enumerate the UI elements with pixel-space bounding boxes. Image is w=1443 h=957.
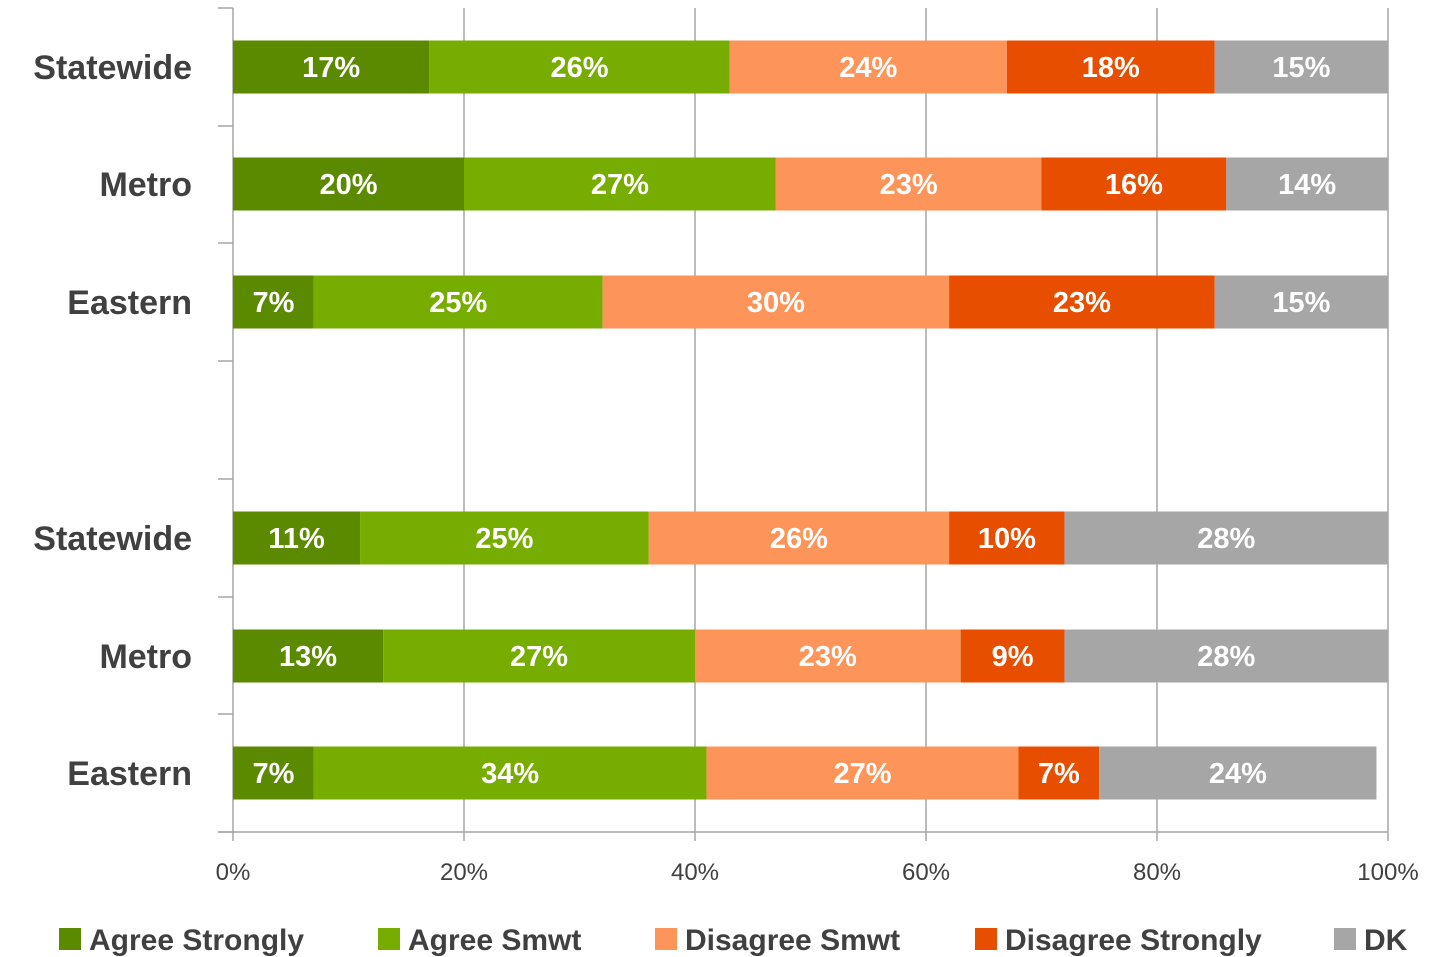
gridlines — [463, 8, 1389, 841]
data-label: 24% — [839, 52, 897, 84]
data-label: 15% — [1272, 52, 1330, 84]
bar-segment — [960, 629, 1065, 683]
data-label: 13% — [279, 641, 337, 673]
bar-segment — [1099, 746, 1377, 800]
category-label: Statewide — [33, 49, 192, 87]
bar-segment — [949, 511, 1065, 565]
data-label: 27% — [510, 641, 568, 673]
data-label: 25% — [429, 287, 487, 319]
bar-segment — [602, 275, 950, 329]
bar-segment — [464, 157, 776, 211]
legend-label: Agree Strongly — [89, 924, 304, 957]
data-label: 20% — [319, 169, 377, 201]
data-label: 27% — [833, 758, 891, 790]
x-tick-label: 60% — [902, 859, 950, 886]
x-tick-labels: 0% 20% 40% 60% 80% 100% — [216, 859, 1419, 886]
category-label: Eastern — [67, 755, 192, 793]
data-label: 17% — [302, 52, 360, 84]
data-label: 14% — [1278, 169, 1336, 201]
data-label: 10% — [978, 523, 1036, 555]
bar-segment — [706, 746, 1019, 800]
data-label: 23% — [1053, 287, 1111, 319]
data-label: 7% — [252, 287, 294, 319]
bar-segment — [1214, 275, 1388, 329]
legend-label: Disagree Strongly — [1005, 924, 1262, 957]
bar-segment — [695, 629, 961, 683]
bar-segment — [360, 511, 649, 565]
data-label: 34% — [481, 758, 539, 790]
x-tick-label: 80% — [1133, 859, 1181, 886]
category-labels: Statewide Metro Eastern Statewide Metro Easte… — [33, 49, 192, 793]
legend: Agree Strongly Agree Smwt Disagree Smwt Dis… — [59, 924, 1408, 957]
bar-segment — [1018, 746, 1100, 800]
data-label: 26% — [550, 52, 608, 84]
data-label: 27% — [591, 169, 649, 201]
category-label: Eastern — [67, 284, 192, 322]
bar-segment — [233, 275, 314, 329]
data-label: 26% — [770, 523, 828, 555]
bar-segment — [313, 275, 603, 329]
legend-label: Disagree Smwt — [685, 924, 900, 957]
data-label: 7% — [1038, 758, 1080, 790]
data-label: 30% — [747, 287, 805, 319]
data-label: 23% — [799, 641, 857, 673]
bar-segment — [775, 157, 1042, 211]
bar-segment — [429, 40, 730, 94]
legend-swatch — [59, 928, 81, 950]
category-label: Statewide — [33, 520, 192, 558]
bar-segment — [233, 746, 314, 800]
legend-swatch — [1334, 928, 1356, 950]
bar-segment — [1041, 157, 1227, 211]
data-label: 15% — [1272, 287, 1330, 319]
bar-segment — [1064, 511, 1388, 565]
bar-segment — [233, 40, 430, 94]
bar-segment — [383, 629, 695, 683]
x-tick-label: 20% — [440, 859, 488, 886]
bar-segment — [648, 511, 950, 565]
category-label: Metro — [99, 638, 192, 676]
bar-segment — [313, 746, 707, 800]
bars: 17% 26% 24% 18% 15% 20% 27% 23% 16% 14% 7% 25% 30% 23… — [233, 40, 1388, 800]
bar-segment — [233, 157, 464, 211]
data-label: 28% — [1197, 523, 1255, 555]
data-label: 18% — [1082, 52, 1140, 84]
bar-segment — [1006, 40, 1215, 94]
data-label: 11% — [268, 523, 325, 555]
data-label: 25% — [475, 523, 533, 555]
data-label: 28% — [1197, 641, 1255, 673]
bar-segment — [949, 275, 1215, 329]
axes — [218, 7, 1388, 841]
data-label: 16% — [1105, 169, 1163, 201]
x-tick-label: 40% — [671, 859, 719, 886]
data-label: 24% — [1209, 758, 1267, 790]
bar-segment — [1226, 157, 1388, 211]
x-tick-label: 100% — [1357, 859, 1418, 886]
legend-swatch — [378, 928, 400, 950]
legend-label: Agree Smwt — [408, 924, 581, 957]
legend-swatch — [655, 928, 677, 950]
legend-label: DK — [1364, 924, 1408, 957]
data-label: 9% — [992, 641, 1034, 673]
data-label: 23% — [880, 169, 938, 201]
category-label: Metro — [99, 166, 192, 204]
bar-segment — [1214, 40, 1388, 94]
x-tick-label: 0% — [216, 859, 251, 886]
bar-segment — [729, 40, 1007, 94]
legend-swatch — [975, 928, 997, 950]
bar-segment — [233, 511, 361, 565]
bar-segment — [233, 629, 384, 683]
data-label: 7% — [252, 758, 294, 790]
bar-segment — [1064, 629, 1388, 683]
